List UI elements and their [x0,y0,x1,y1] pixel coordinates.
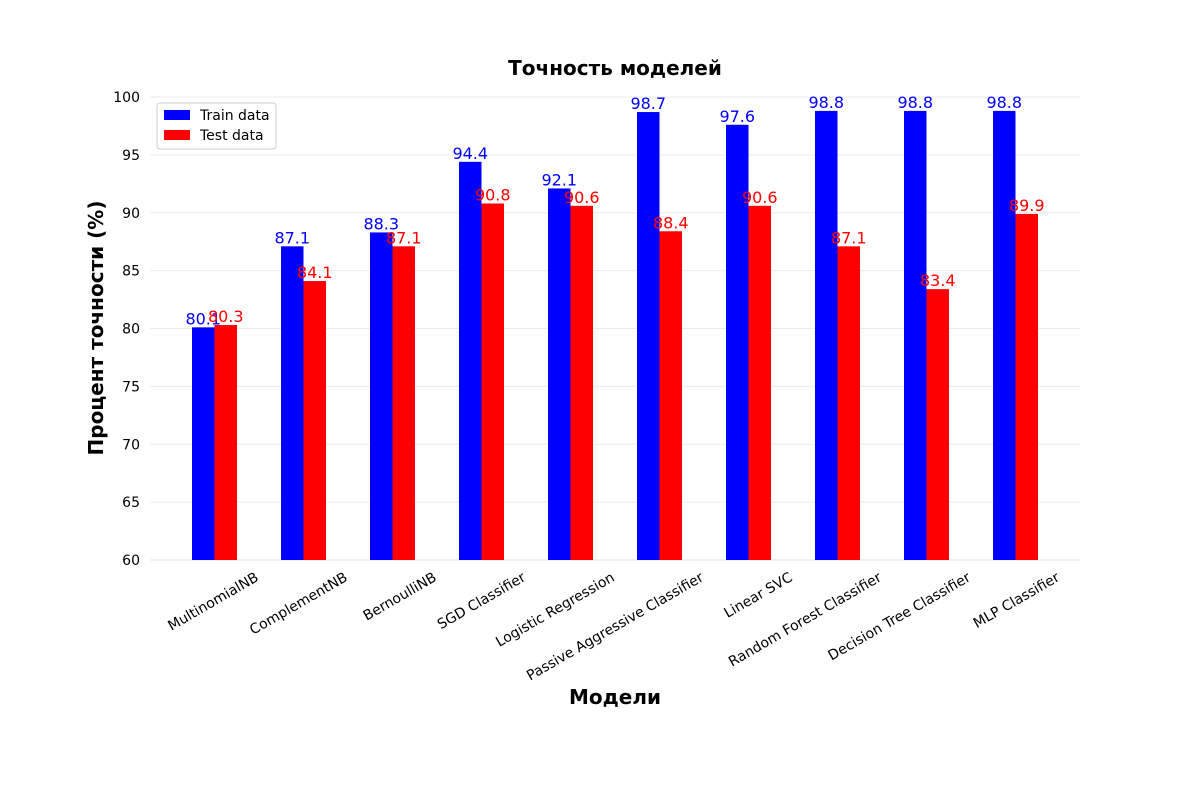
bars [192,110,1038,561]
data-label-train: 98.8 [986,93,1022,112]
x-tick-label: Decision Tree Classifier [826,569,974,664]
bar-train [993,110,1016,560]
x-tick-label: Passive Aggressive Classifier [524,569,707,684]
bar-train [370,232,393,561]
data-label-train: 94.4 [452,144,488,163]
data-label-test: 88.4 [653,213,689,232]
x-axis-label: Модели [569,685,661,709]
y-tick-label: 65 [122,495,140,511]
y-tick-label: 95 [122,148,140,164]
bar-train [281,246,304,560]
data-label-test: 89.9 [1009,196,1045,215]
x-tick-label: MLP Classifier [971,569,1063,631]
data-label-train: 80.1 [185,309,221,328]
y-ticks: 60 65 70 75 80 85 90 95 100 [113,90,140,569]
bar-test [837,246,860,560]
legend-label-train: Train data [199,108,270,124]
y-tick-label: 80 [122,322,140,338]
x-tick-label: Random Forest Classifier [726,569,885,670]
bar-test [659,231,682,560]
bar-train [637,112,660,561]
legend-label-test: Test data [199,128,264,144]
data-label-test: 83.4 [920,271,956,290]
data-label-train: 98.8 [897,93,933,112]
bar-train [459,161,482,560]
bar-train [904,110,927,560]
data-labels: 80.180.387.184.188.387.194.490.892.190.6… [185,93,1044,328]
data-label-test: 90.6 [564,188,600,207]
bar-train [726,124,749,560]
bar-test [570,205,593,560]
data-label-test: 87.1 [386,228,422,247]
bar-test [303,281,326,560]
y-axis-label: Процент точности (%) [84,201,108,456]
bar-train [548,188,571,560]
legend-swatch-train [164,110,190,120]
bar-test [481,203,504,561]
data-label-train: 98.7 [630,94,666,113]
y-tick-label: 60 [122,553,140,569]
data-label-train: 87.1 [274,228,310,247]
bar-test [392,246,415,560]
x-tick-label: BernoulliNB [361,570,440,625]
y-tick-label: 70 [122,437,140,453]
data-label-test: 84.1 [297,263,333,282]
bar-test [1015,213,1038,560]
bar-train [815,110,838,560]
bar-test [926,289,949,560]
data-label-test: 90.8 [475,185,511,204]
y-tick-label: 100 [113,90,140,106]
data-label-test: 90.6 [742,188,778,207]
data-label-train: 92.1 [541,170,577,189]
legend-swatch-test [164,130,190,140]
data-label-test: 80.3 [208,307,244,326]
data-label-train: 88.3 [363,214,399,233]
x-tick-label: Linear SVC [722,569,796,621]
data-label-test: 87.1 [831,228,867,247]
x-tick-label: ComplementNB [247,570,350,639]
bar-test [748,205,771,560]
y-tick-label: 85 [122,264,140,280]
data-label-train: 97.6 [719,107,755,126]
bar-train [192,327,215,560]
y-tick-label: 75 [122,379,140,395]
chart-title: Точность моделей [508,56,722,80]
data-label-train: 98.8 [808,93,844,112]
y-tick-label: 90 [122,206,140,222]
legend: Train data Test data [156,102,277,150]
bar-test [214,325,237,560]
